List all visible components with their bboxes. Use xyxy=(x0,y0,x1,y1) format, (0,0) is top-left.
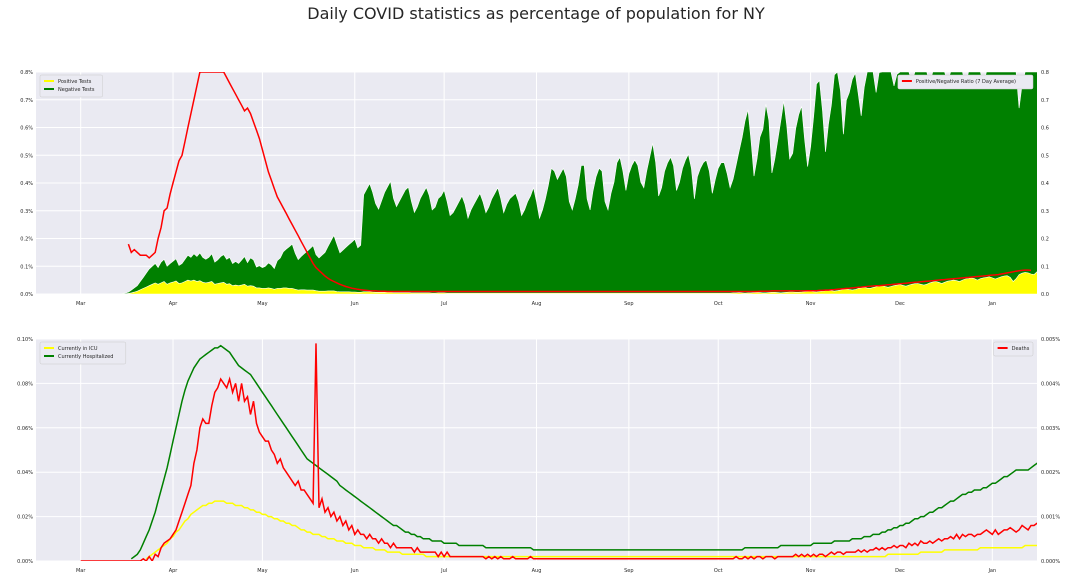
chart-title: Daily COVID statistics as percentage of … xyxy=(307,4,765,23)
y-left-tick-label: 0.1% xyxy=(20,264,33,270)
y-right-tick-label: 0.2 xyxy=(1041,237,1049,243)
x-tick-label: Nov xyxy=(806,568,816,574)
chart-panel-2: 0.00% 0.02% 0.04% 0.06% 0.08% 0.10% 0.000% 0.00… xyxy=(17,337,1060,574)
y-right-tick-label: 0.002% xyxy=(1041,470,1060,476)
x-tick-label: Jul xyxy=(440,301,447,307)
y-left-tick-label: 0.00% xyxy=(17,559,33,565)
y-left-tick-label: 0.08% xyxy=(17,381,33,387)
x-tick-label: Apr xyxy=(169,568,179,574)
x-tick-label: Dec xyxy=(895,568,905,574)
y-left-tick-label: 0.06% xyxy=(17,426,33,432)
y-left-tick-label: 0.04% xyxy=(17,470,33,476)
x-tick-label: Apr xyxy=(169,301,179,307)
y-left-tick-label: 0.5% xyxy=(20,153,33,159)
x-tick-label: Nov xyxy=(806,301,816,307)
x-tick-label: Jun xyxy=(350,568,359,574)
legend-box xyxy=(39,74,103,98)
x-tick-label: Aug xyxy=(532,301,542,307)
legend-left: Currently in ICU Currently Hospitalized xyxy=(39,341,127,365)
y-left-tick-label: 0.7% xyxy=(20,98,33,104)
y-right-tick-label: 0.003% xyxy=(1041,426,1060,432)
deaths-line xyxy=(80,343,1037,561)
x-tick-label: Sep xyxy=(624,301,633,307)
x-tick-label: Aug xyxy=(532,568,542,574)
legend-box xyxy=(39,341,127,365)
x-tick-label: Mar xyxy=(76,301,86,307)
y-right-tick-label: 0.3 xyxy=(1041,209,1049,215)
x-tick-label: Oct xyxy=(714,568,723,574)
legend-left: Positive Tests Negative Tests xyxy=(39,74,103,98)
y-left-tick-label: 0.10% xyxy=(17,337,33,343)
plot-marks xyxy=(80,343,1037,561)
y-left-tick-label: 0.3% xyxy=(20,209,33,215)
plot-marks xyxy=(122,72,1037,294)
legend-right: Deaths xyxy=(993,341,1034,357)
x-tick-label: Jan xyxy=(987,301,996,307)
icu-line xyxy=(145,500,1037,560)
y-left-tick-label: 0.0% xyxy=(20,292,33,298)
y-right-tick-label: 0.4 xyxy=(1041,181,1049,187)
x-tick-label: May xyxy=(257,301,267,307)
y-right-tick-label: 0.8 xyxy=(1041,70,1049,76)
ratio-line xyxy=(127,72,1032,293)
y-right-tick-label: 0.6 xyxy=(1041,126,1049,132)
y-right-tick-label: 0.0 xyxy=(1041,292,1049,298)
y-right-tick-label: 0.5 xyxy=(1041,153,1049,159)
legend-label: Currently in ICU xyxy=(58,346,98,352)
negative-tests-area xyxy=(122,72,1037,294)
x-tick-label: Jun xyxy=(350,301,359,307)
legend-label: Positive/Negative Ratio (7 Day Average) xyxy=(916,79,1016,85)
x-tick-label: Oct xyxy=(714,301,723,307)
chart-panel-1: 0.0% 0.1% 0.2% 0.3% 0.4% 0.5% 0.6% 0.7% 0.8% 0.0 0… xyxy=(20,70,1049,307)
legend-right: Positive/Negative Ratio (7 Day Average) xyxy=(897,74,1034,90)
y-left-tick-label: 0.02% xyxy=(17,515,33,521)
x-tick-label: Jan xyxy=(987,568,996,574)
y-left-tick-label: 0.6% xyxy=(20,126,33,132)
y-right-tick-label: 0.7 xyxy=(1041,98,1049,104)
y-left-tick-label: 0.8% xyxy=(20,70,33,76)
legend-box xyxy=(897,74,1034,90)
x-tick-label: Mar xyxy=(76,568,86,574)
x-tick-label: May xyxy=(257,568,267,574)
legend-label: Negative Tests xyxy=(58,87,95,93)
y-left-tick-label: 0.4% xyxy=(20,181,33,187)
y-right-tick-label: 0.001% xyxy=(1041,515,1060,521)
y-right-tick-label: 0.000% xyxy=(1041,559,1060,565)
legend-label: Currently Hospitalized xyxy=(58,354,113,360)
y-right-tick-label: 0.004% xyxy=(1041,381,1060,387)
y-right-tick-label: 0.1 xyxy=(1041,264,1049,270)
legend-label: Deaths xyxy=(1012,346,1030,352)
y-left-tick-label: 0.2% xyxy=(20,237,33,243)
x-tick-label: Dec xyxy=(895,301,905,307)
hospitalized-line xyxy=(130,344,1037,560)
positive-tests-area xyxy=(122,271,1037,294)
y-right-tick-label: 0.005% xyxy=(1041,337,1060,343)
legend-box xyxy=(993,341,1034,357)
legend-label: Positive Tests xyxy=(58,79,92,85)
x-tick-label: Jul xyxy=(440,568,447,574)
x-tick-label: Sep xyxy=(624,568,633,574)
